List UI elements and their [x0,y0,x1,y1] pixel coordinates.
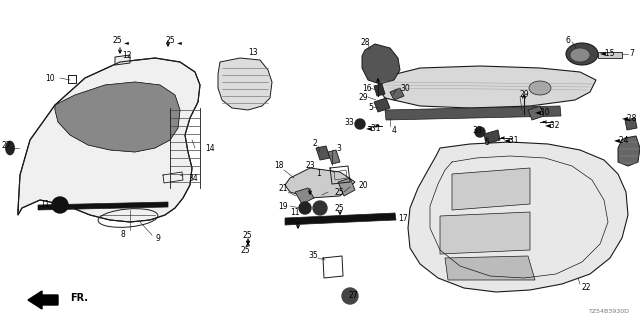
Text: 16: 16 [362,84,372,92]
Polygon shape [285,168,355,198]
Text: 3: 3 [336,143,341,153]
Text: ◄30: ◄30 [535,108,550,116]
Text: 25: 25 [240,245,250,254]
Text: 4: 4 [392,125,397,134]
Text: ◄: ◄ [177,41,182,45]
Text: 22: 22 [582,284,591,292]
Text: 29: 29 [520,90,530,99]
Text: 7: 7 [629,49,634,58]
Polygon shape [484,130,500,144]
Text: ◄32: ◄32 [545,121,561,130]
Text: ◄31: ◄31 [366,124,381,132]
Ellipse shape [529,81,551,95]
Circle shape [313,201,327,215]
Circle shape [342,288,358,304]
Polygon shape [625,118,637,130]
Polygon shape [452,168,530,210]
Text: ◄15: ◄15 [600,49,616,58]
Text: 27: 27 [1,140,11,149]
Text: ◄31: ◄31 [504,135,520,145]
Circle shape [355,119,365,129]
Text: 2: 2 [312,139,317,148]
Text: 10: 10 [45,74,54,83]
Polygon shape [374,98,390,112]
Circle shape [475,127,485,137]
Text: 6: 6 [566,36,571,44]
Text: ◄: ◄ [124,41,129,45]
Text: 14: 14 [205,143,214,153]
Text: 5: 5 [484,138,489,147]
Polygon shape [115,55,130,65]
Text: 29: 29 [358,92,367,101]
Text: 1: 1 [316,169,321,178]
Polygon shape [295,188,314,204]
Text: 21: 21 [278,183,287,193]
Text: 25: 25 [165,36,175,44]
Ellipse shape [570,48,590,62]
Polygon shape [38,202,168,210]
Text: 25: 25 [112,36,122,44]
Polygon shape [440,212,530,254]
Circle shape [299,202,311,214]
Text: 30: 30 [400,84,410,92]
Circle shape [52,197,68,213]
Ellipse shape [566,43,598,65]
Ellipse shape [6,141,15,155]
Polygon shape [385,106,561,120]
Text: 33: 33 [472,125,482,134]
Text: 18: 18 [274,161,284,170]
Text: 35: 35 [308,252,317,260]
Text: 11: 11 [290,207,300,217]
Text: 33: 33 [344,117,354,126]
Polygon shape [362,44,400,84]
Polygon shape [18,58,200,222]
Polygon shape [338,178,355,196]
Text: 12: 12 [122,51,131,60]
Polygon shape [328,150,340,164]
Polygon shape [55,82,180,152]
Text: ◄28: ◄28 [622,114,637,123]
Polygon shape [598,52,622,58]
Text: 23: 23 [305,161,315,170]
Text: 17: 17 [398,213,408,222]
Polygon shape [316,146,330,160]
Text: ◄24: ◄24 [614,135,630,145]
Text: 8: 8 [120,229,125,238]
Polygon shape [378,66,596,108]
Polygon shape [218,58,272,110]
Text: 27: 27 [348,292,358,300]
Text: 19: 19 [278,202,287,211]
Text: FR.: FR. [70,293,88,303]
Text: 25: 25 [334,188,344,196]
FancyArrow shape [28,291,58,309]
Text: 11: 11 [40,199,49,209]
Polygon shape [528,106,544,120]
Polygon shape [374,84,385,96]
Text: 9: 9 [155,234,160,243]
Polygon shape [390,88,404,100]
Polygon shape [618,136,640,166]
Text: TZ54B3930D: TZ54B3930D [589,309,630,314]
Text: 28: 28 [360,37,369,46]
Polygon shape [408,142,628,292]
Text: 13: 13 [248,47,258,57]
Text: 25: 25 [334,204,344,212]
Polygon shape [285,213,396,225]
Text: 25: 25 [242,230,252,239]
Polygon shape [55,82,180,152]
Text: 20: 20 [358,180,367,189]
Text: 34: 34 [188,173,198,182]
Polygon shape [445,256,535,280]
Text: 5: 5 [368,102,373,111]
